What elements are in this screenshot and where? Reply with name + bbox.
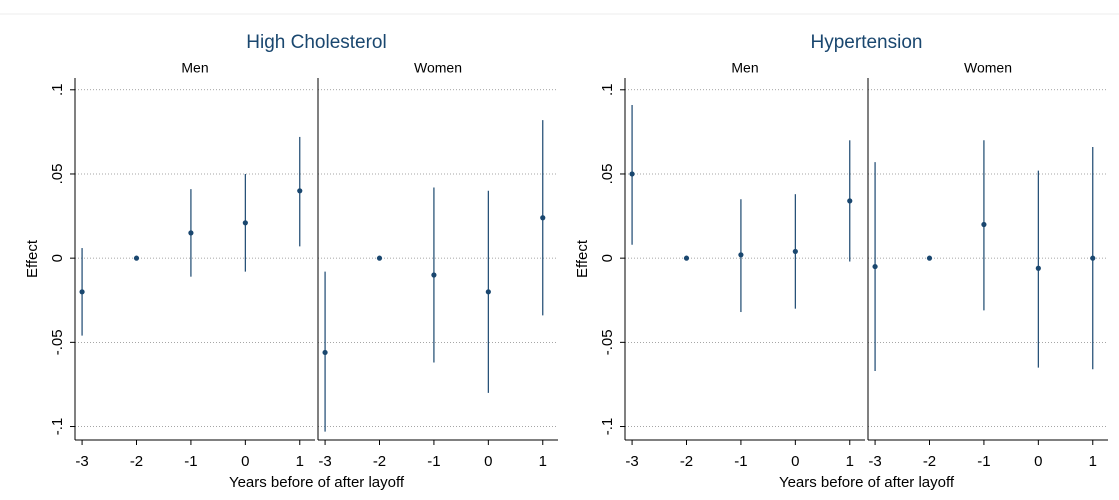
point xyxy=(79,289,85,295)
x-tick-label: 0 xyxy=(241,453,249,470)
point xyxy=(738,252,744,258)
point xyxy=(322,349,328,356)
x-tick-label: -2 xyxy=(373,453,386,470)
y-tick-label: .1 xyxy=(49,84,66,97)
x-tick-label: -2 xyxy=(923,453,936,470)
x-tick-label: -3 xyxy=(868,453,881,470)
point xyxy=(242,220,248,226)
chart-title: Hypertension xyxy=(811,32,923,53)
point xyxy=(1090,255,1096,261)
point xyxy=(485,289,491,295)
y-tick-label: .1 xyxy=(599,84,616,97)
point xyxy=(872,263,878,270)
x-tick-label: -2 xyxy=(130,453,143,470)
x-tick-label: -3 xyxy=(75,453,88,470)
point xyxy=(431,272,437,278)
x-tick-label: 0 xyxy=(1034,453,1042,470)
x-axis-label: Years before of after layoff xyxy=(229,474,405,491)
point xyxy=(926,255,933,261)
x-tick-label: -3 xyxy=(625,453,638,470)
x-tick-label: -2 xyxy=(680,453,693,470)
chart-title: High Cholesterol xyxy=(246,32,386,53)
point xyxy=(683,255,690,261)
point xyxy=(133,255,140,261)
panel-subtitle: Men xyxy=(181,60,208,76)
y-tick-label: -.05 xyxy=(49,329,66,355)
y-axis-label: Effect xyxy=(574,239,591,278)
x-axis-label: Years before of after layoff xyxy=(779,474,955,491)
y-tick-label: -.1 xyxy=(599,418,616,436)
y-tick-label: 0 xyxy=(49,254,66,262)
y-axis-label: Effect xyxy=(24,239,41,278)
x-tick-label: 1 xyxy=(296,453,304,470)
point xyxy=(188,230,194,236)
x-tick-label: 1 xyxy=(539,453,547,470)
y-tick-label: .05 xyxy=(49,164,66,185)
x-tick-label: -1 xyxy=(734,453,747,470)
point xyxy=(297,188,303,194)
point xyxy=(540,215,546,221)
y-tick-label: .05 xyxy=(599,164,616,185)
point xyxy=(1035,265,1041,271)
x-tick-label: 1 xyxy=(846,453,854,470)
y-tick-label: -.1 xyxy=(49,418,66,436)
point xyxy=(847,198,853,204)
x-tick-label: -3 xyxy=(318,453,331,470)
y-tick-label: 0 xyxy=(599,254,616,262)
x-tick-label: -1 xyxy=(184,453,197,470)
panel-subtitle: Men xyxy=(731,60,758,76)
panel-subtitle: Women xyxy=(414,60,462,76)
point xyxy=(981,221,987,228)
y-tick-label: -.05 xyxy=(599,329,616,355)
x-tick-label: -1 xyxy=(977,453,990,470)
x-tick-label: 0 xyxy=(791,453,799,470)
point xyxy=(792,248,798,255)
point xyxy=(376,255,383,261)
x-tick-label: 1 xyxy=(1089,453,1097,470)
x-tick-label: -1 xyxy=(427,453,440,470)
x-tick-label: 0 xyxy=(484,453,492,470)
panel-subtitle: Women xyxy=(964,60,1012,76)
point xyxy=(629,171,635,177)
